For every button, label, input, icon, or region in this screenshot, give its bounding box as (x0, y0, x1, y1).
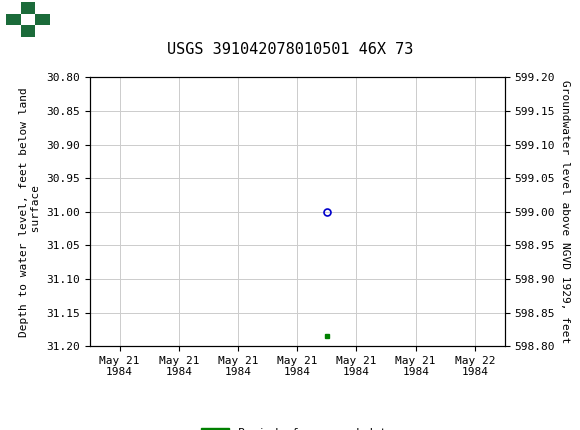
Bar (6, 14, 21, 25)
Bar (35, 2, 50, 14)
Bar (21, 14, 35, 25)
Bar (35, 25, 50, 37)
Text: USGS: USGS (44, 10, 87, 28)
Bar (6, 2, 21, 14)
Text: USGS 391042078010501 46X 73: USGS 391042078010501 46X 73 (167, 42, 413, 57)
Bar (21, 25, 35, 37)
Bar (6, 25, 21, 37)
Bar (21, 2, 35, 14)
Y-axis label: Depth to water level, feet below land
 surface: Depth to water level, feet below land su… (19, 87, 41, 337)
Bar (35, 14, 50, 25)
Y-axis label: Groundwater level above NGVD 1929, feet: Groundwater level above NGVD 1929, feet (560, 80, 570, 344)
Legend: Period of approved data: Period of approved data (197, 424, 398, 430)
